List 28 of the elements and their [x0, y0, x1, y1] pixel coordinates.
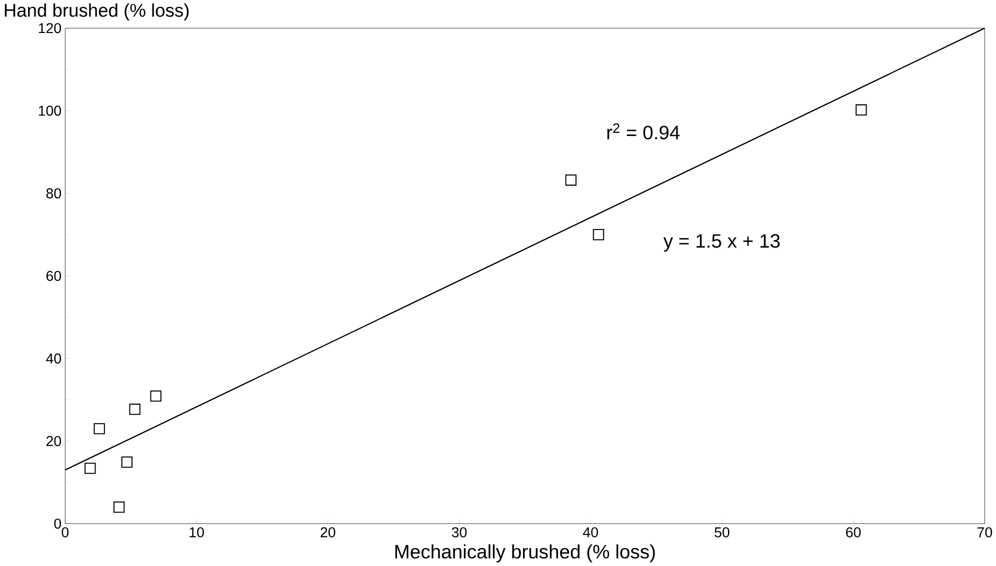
- y-axis-title: Hand brushed (% loss): [4, 4, 189, 21]
- x-tick-label: 20: [320, 527, 336, 538]
- y-tick-label: 100: [38, 106, 62, 116]
- point: [94, 423, 105, 434]
- point: [84, 462, 96, 474]
- y-tick-label: 80: [46, 188, 62, 198]
- y-tick-label: 40: [46, 354, 62, 364]
- point: [150, 390, 162, 402]
- x-tick-label: 0: [62, 527, 69, 538]
- x-tick-label: 60: [846, 527, 861, 538]
- x-tick-label: 40: [583, 527, 598, 538]
- y-tick-label: 60: [46, 270, 62, 282]
- x-tick-label: 10: [190, 527, 204, 538]
- annotation: y = 1.5 x + 13: [663, 234, 780, 252]
- point: [113, 502, 125, 513]
- x-tick-label: 30: [452, 527, 467, 538]
- point: [121, 456, 133, 468]
- point: [565, 174, 577, 186]
- point: [129, 404, 140, 415]
- annotation: r$^{2}$ = 0.94: [607, 123, 680, 140]
- point: [592, 229, 604, 240]
- y-tick-label: 120: [38, 23, 62, 34]
- y-tick-label: 20: [46, 436, 62, 446]
- point: [856, 104, 867, 116]
- x-tick-label: 70: [978, 527, 992, 538]
- x-axis-title: Mechanically brushed (% loss): [395, 544, 655, 562]
- x-tick-label: 50: [714, 527, 730, 538]
- y-tick-label: 0: [54, 518, 62, 529]
